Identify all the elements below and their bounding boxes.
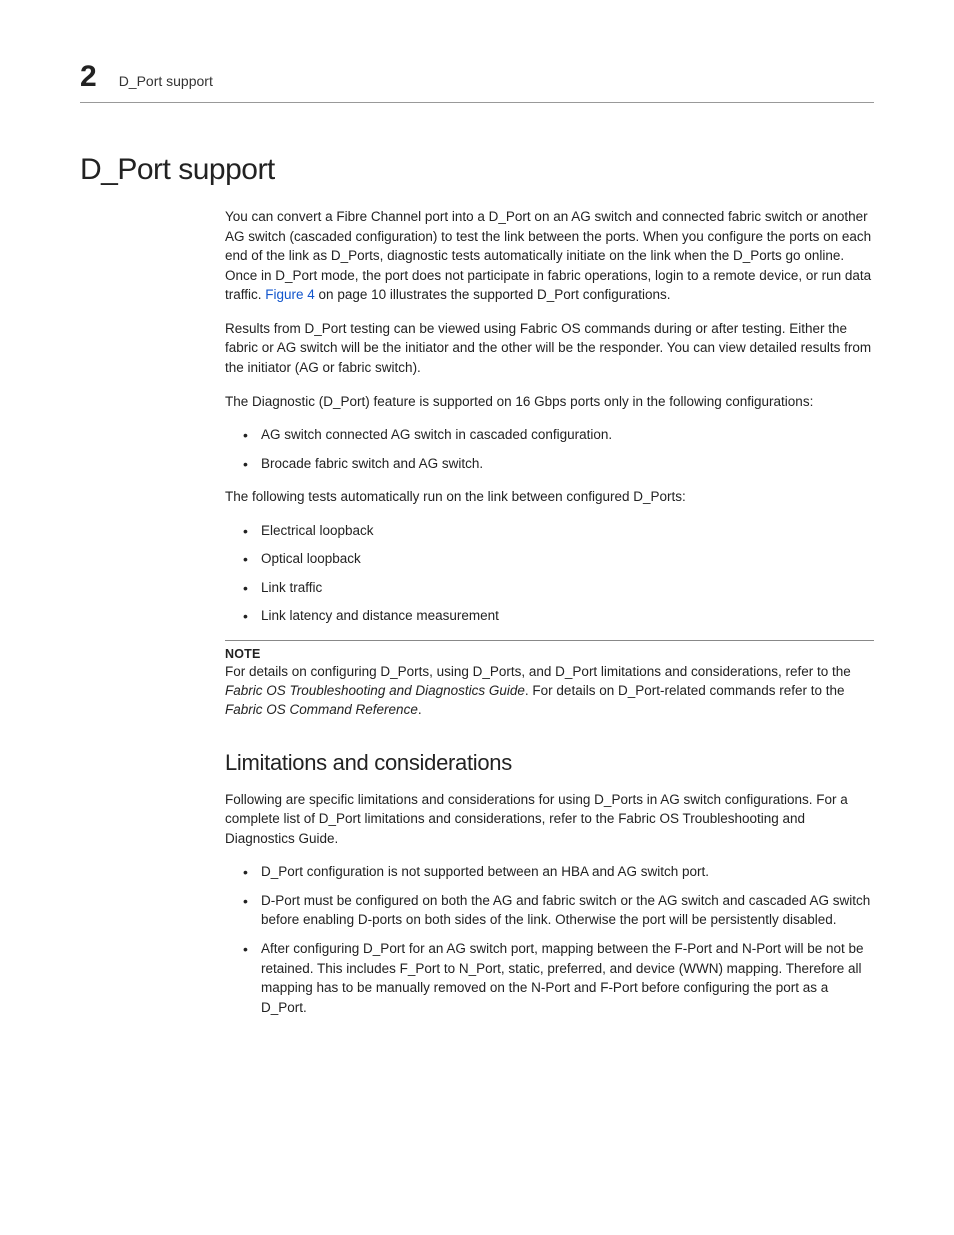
content-body: You can convert a Fibre Channel port int… [225, 207, 874, 1017]
tests-intro: The following tests automatically run on… [225, 487, 874, 507]
list-item: Electrical loopback [243, 521, 874, 541]
limitations-list: D_Port configuration is not supported be… [225, 862, 874, 1017]
list-item: D_Port configuration is not supported be… [243, 862, 874, 882]
intro-paragraph-2: Results from D_Port testing can be viewe… [225, 319, 874, 378]
figure-link[interactable]: Figure 4 [265, 287, 315, 302]
running-title: D_Port support [119, 73, 213, 89]
note-ref-2: Fabric OS Command Reference [225, 702, 418, 717]
note-text-a: For details on configuring D_Ports, usin… [225, 664, 851, 679]
note-text-c: . [418, 702, 422, 717]
intro-text-b: on page 10 illustrates the supported D_P… [315, 287, 671, 302]
note-block: NOTE For details on configuring D_Ports,… [225, 640, 874, 720]
list-item: Link traffic [243, 578, 874, 598]
list-item: Brocade fabric switch and AG switch. [243, 454, 874, 474]
note-body: For details on configuring D_Ports, usin… [225, 663, 874, 720]
note-text-b: . For details on D_Port-related commands… [525, 683, 845, 698]
list-item: Link latency and distance measurement [243, 606, 874, 626]
subsection-title: Limitations and considerations [225, 750, 874, 776]
intro-paragraph-3: The Diagnostic (D_Port) feature is suppo… [225, 392, 874, 412]
note-ref-1: Fabric OS Troubleshooting and Diagnostic… [225, 683, 525, 698]
chapter-number: 2 [80, 60, 97, 94]
note-label: NOTE [225, 647, 874, 661]
list-item: After configuring D_Port for an AG switc… [243, 939, 874, 1017]
limitations-intro: Following are specific limitations and c… [225, 790, 874, 849]
list-item: D-Port must be configured on both the AG… [243, 891, 874, 930]
page-title: D_Port support [80, 153, 874, 187]
page-header: 2 D_Port support [80, 60, 874, 103]
intro-paragraph-1: You can convert a Fibre Channel port int… [225, 207, 874, 305]
list-item: Optical loopback [243, 549, 874, 569]
tests-list: Electrical loopback Optical loopback Lin… [225, 521, 874, 626]
list-item: AG switch connected AG switch in cascade… [243, 425, 874, 445]
config-list: AG switch connected AG switch in cascade… [225, 425, 874, 473]
